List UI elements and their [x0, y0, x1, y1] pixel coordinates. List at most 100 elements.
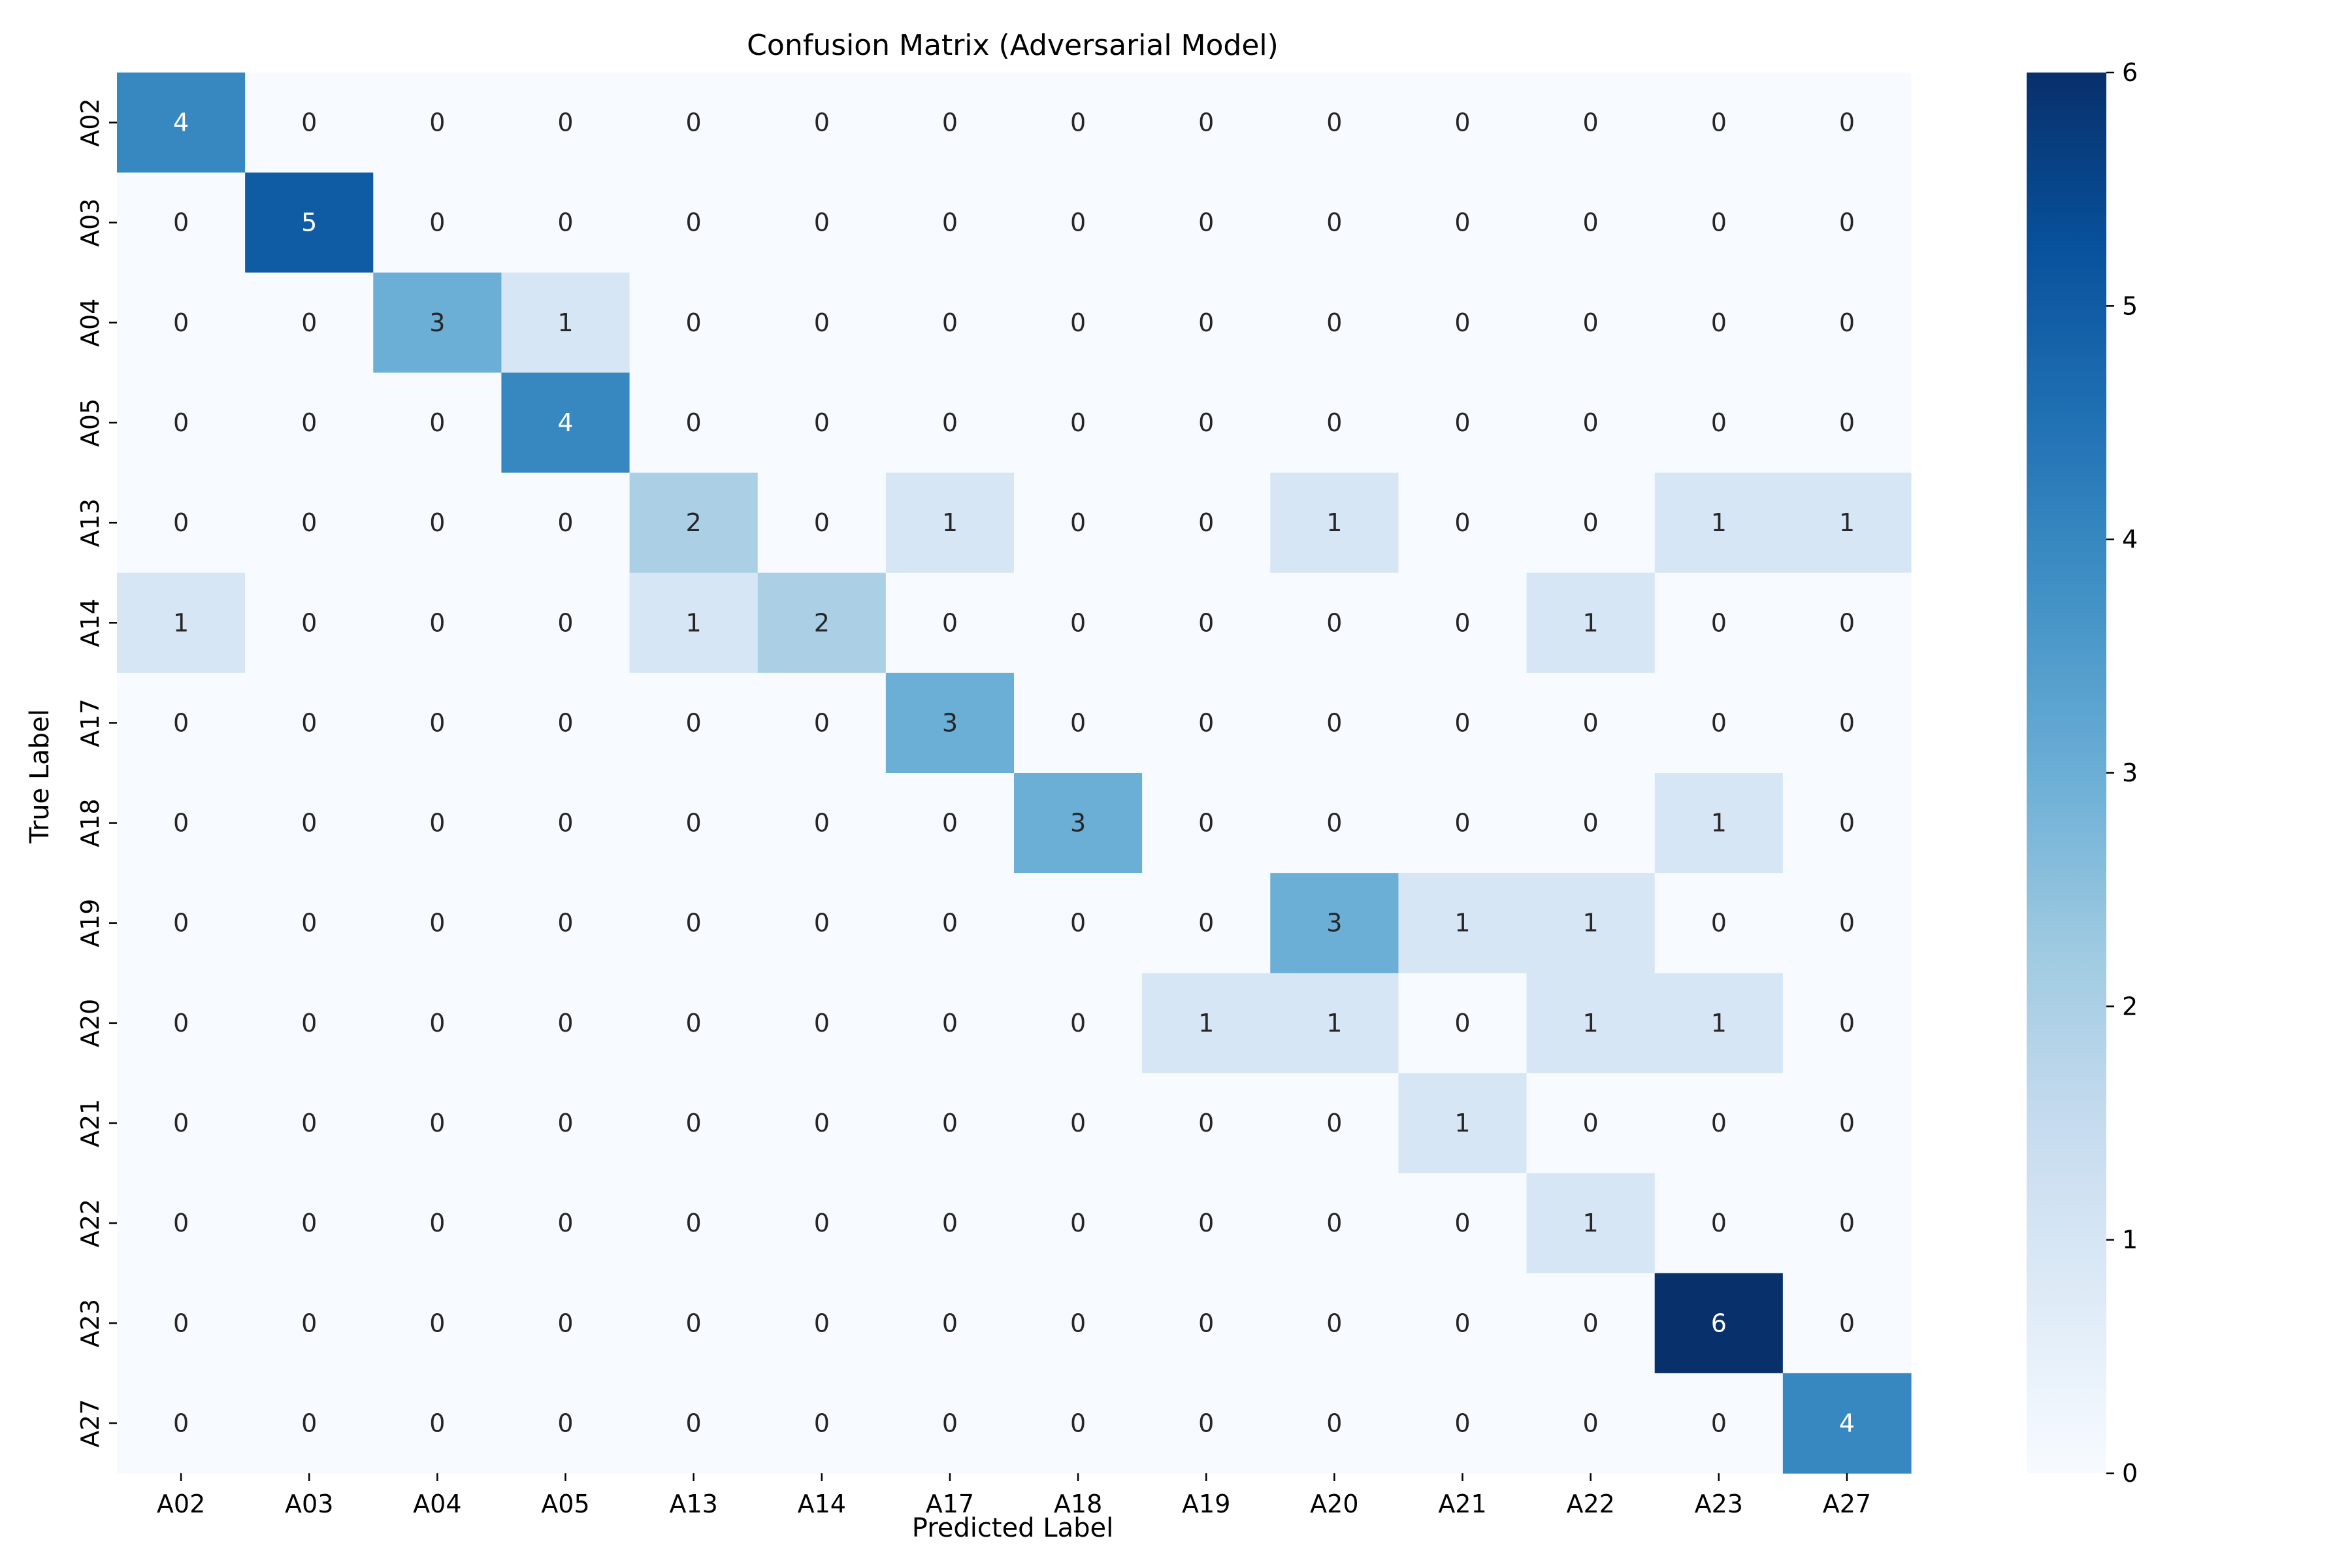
cell-value-A17-A19: 0 [1198, 708, 1214, 737]
cell-value-A27-A27: 4 [1839, 1409, 1855, 1437]
cell-value-A04-A22: 0 [1583, 308, 1599, 337]
cell-value-A02-A13: 0 [686, 108, 702, 137]
y-tick-label-A13: A13 [76, 498, 105, 547]
heatmap-cell-A05-A04 [373, 372, 502, 474]
cell-value-A05-A27: 0 [1839, 408, 1855, 437]
colorbar-tick-label-4: 4 [2122, 525, 2138, 554]
heatmap-cell-A17-A21 [1398, 672, 1527, 774]
cell-value-A13-A18: 0 [1070, 508, 1086, 537]
cell-value-A14-A05: 0 [557, 608, 573, 637]
heatmap-cell-A22-A03 [245, 1173, 374, 1274]
heatmap-cell-A22-A05 [501, 1173, 630, 1274]
cell-value-A02-A05: 0 [557, 108, 573, 137]
heatmap-cell-A14-A23 [1654, 572, 1784, 674]
heatmap-cell-A21-A22 [1526, 1073, 1656, 1174]
cell-value-A05-A05: 4 [557, 408, 573, 437]
cell-value-A05-A21: 0 [1454, 408, 1470, 437]
heatmap-cell-A21-A14 [757, 1073, 887, 1174]
heatmap-cell-A18-A03 [245, 773, 374, 874]
heatmap-cell-A13-A20 [1270, 472, 1399, 574]
cell-value-A27-A21: 0 [1454, 1409, 1470, 1437]
cell-value-A18-A17: 0 [942, 809, 958, 838]
heatmap-cell-A19-A20 [1270, 873, 1399, 973]
heatmap-cell-A02-A20 [1270, 73, 1399, 173]
cell-value-A20-A05: 0 [557, 1009, 573, 1037]
heatmap-cells [117, 73, 1912, 1474]
heatmap-cell-A02-A03 [245, 73, 374, 173]
y-tick-label-A21: A21 [76, 1099, 105, 1147]
cell-value-A21-A17: 0 [942, 1109, 958, 1137]
cell-value-A04-A27: 0 [1839, 308, 1855, 337]
cell-value-A19-A14: 0 [814, 909, 830, 938]
heatmap-cell-A20-A05 [501, 973, 630, 1074]
heatmap-cell-A14-A17 [885, 572, 1015, 674]
heatmap-cell-A20-A20 [1270, 973, 1399, 1074]
cell-value-A02-A23: 0 [1711, 108, 1727, 137]
heatmap-cell-A05-A20 [1270, 372, 1399, 474]
heatmap-cell-A22-A17 [885, 1173, 1015, 1274]
cell-value-A13-A20: 1 [1326, 508, 1342, 537]
heatmap-cell-A17-A19 [1142, 672, 1271, 774]
cell-value-A27-A22: 0 [1583, 1409, 1599, 1437]
heatmap-cell-A13-A17 [885, 472, 1015, 574]
heatmap-cell-A22-A20 [1270, 1173, 1399, 1274]
heatmap-cell-A21-A02 [117, 1073, 246, 1174]
heatmap-cell-A03-A04 [373, 172, 502, 273]
heatmap-cell-A17-A13 [629, 672, 759, 774]
cell-value-A04-A03: 0 [301, 308, 317, 337]
heatmap-cell-A23-A18 [1014, 1273, 1143, 1374]
heatmap-cell-A22-A04 [373, 1173, 502, 1274]
cell-value-A02-A21: 0 [1454, 108, 1470, 137]
cell-value-A04-A19: 0 [1198, 308, 1214, 337]
heatmap-cell-A04-A17 [885, 272, 1015, 374]
cell-value-A19-A22: 1 [1583, 909, 1599, 938]
heatmap-cell-A18-A17 [885, 773, 1015, 874]
heatmap-cell-A20-A18 [1014, 973, 1143, 1074]
cell-value-A27-A17: 0 [942, 1409, 958, 1437]
y-tick-label-A04: A04 [76, 299, 105, 347]
cell-value-A17-A04: 0 [429, 708, 445, 737]
cell-value-A04-A05: 1 [557, 308, 573, 337]
cell-value-A19-A21: 1 [1454, 909, 1470, 938]
heatmap-cell-A23-A04 [373, 1273, 502, 1374]
heatmap-cell-A14-A14 [757, 572, 887, 674]
cell-value-A18-A27: 0 [1839, 809, 1855, 838]
heatmap-cell-A27-A05 [501, 1373, 630, 1474]
cell-value-A05-A22: 0 [1583, 408, 1599, 437]
cell-value-A19-A03: 0 [301, 909, 317, 938]
heatmap-cell-A19-A05 [501, 873, 630, 973]
heatmap-cell-A05-A05 [501, 372, 630, 474]
cell-value-A02-A22: 0 [1583, 108, 1599, 137]
cell-value-A18-A13: 0 [686, 809, 702, 838]
heatmap-cell-A14-A22 [1526, 572, 1656, 674]
cell-value-A27-A04: 0 [429, 1409, 445, 1437]
cell-value-A21-A03: 0 [301, 1109, 317, 1137]
cell-value-A17-A22: 0 [1583, 708, 1599, 737]
cell-value-A13-A22: 0 [1583, 508, 1599, 537]
cell-value-A04-A02: 0 [173, 308, 189, 337]
cell-value-A21-A14: 0 [814, 1109, 830, 1137]
cell-value-A02-A03: 0 [301, 108, 317, 137]
heatmap-cell-A21-A18 [1014, 1073, 1143, 1174]
cell-value-A14-A14: 2 [814, 608, 830, 637]
heatmap-cell-A22-A13 [629, 1173, 759, 1274]
y-tick-label-A17: A17 [76, 698, 105, 747]
heatmap-cell-A22-A02 [117, 1173, 246, 1274]
heatmap-cell-A27-A02 [117, 1373, 246, 1474]
cell-value-A21-A13: 0 [686, 1109, 702, 1137]
cell-value-A04-A21: 0 [1454, 308, 1470, 337]
heatmap-cell-A03-A02 [117, 172, 246, 273]
cell-value-A18-A19: 0 [1198, 809, 1214, 838]
cell-value-A02-A04: 0 [429, 108, 445, 137]
cell-value-A14-A27: 0 [1839, 608, 1855, 637]
cell-value-A17-A23: 0 [1711, 708, 1727, 737]
cell-value-A13-A21: 0 [1454, 508, 1470, 537]
heatmap-cell-A22-A27 [1782, 1173, 1912, 1274]
heatmap-cell-A14-A04 [373, 572, 502, 674]
heatmap-cell-A27-A23 [1654, 1373, 1784, 1474]
cell-value-A05-A14: 0 [814, 408, 830, 437]
heatmap-cell-A18-A23 [1654, 773, 1784, 874]
cell-value-A21-A18: 0 [1070, 1109, 1086, 1137]
heatmap-cell-A18-A19 [1142, 773, 1271, 874]
